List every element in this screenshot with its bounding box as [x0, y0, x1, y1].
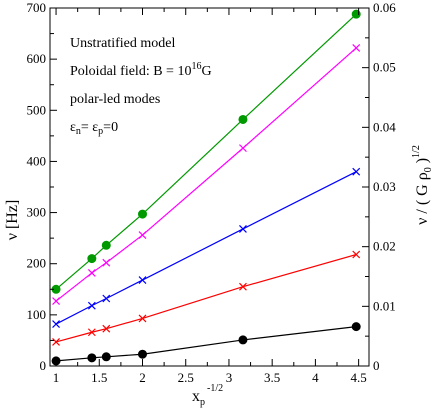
y-left-tick-label: 700 [27, 0, 47, 15]
annotation-block: Unstratified model Poloidal field: B = 1… [70, 36, 212, 137]
y-right-tick-label: 0 [373, 358, 380, 373]
series-3-point [239, 282, 247, 291]
x-tick-label: 4.5 [351, 370, 367, 385]
x-tick-label: 3 [226, 370, 233, 385]
y-left-tick-label: 600 [27, 51, 47, 66]
y-left-tick-label: 500 [27, 102, 47, 117]
series-0-point [87, 254, 97, 264]
series-2-point [239, 225, 247, 233]
y-axis-title-right-sup: 1/2 [411, 145, 422, 158]
series-1-point [239, 144, 247, 153]
series-1-point [87, 268, 96, 277]
annotation-model: Unstratified model [70, 36, 175, 51]
y-right-tick-label: 0.02 [373, 239, 396, 254]
series-1-point [352, 43, 361, 52]
series-0-line [55, 13, 357, 290]
y-right-tick-label: 0.06 [373, 0, 396, 15]
y-axis-title-right-close: ) [414, 158, 431, 167]
annotation-eps-end: =0 [103, 120, 118, 135]
y-left-tick-label: 400 [27, 153, 47, 168]
series-3-point [138, 314, 147, 323]
y-right-tick-label: 0.03 [373, 179, 396, 194]
x-axis-title: xp-1/2 [192, 383, 223, 408]
series-0-point [238, 114, 248, 124]
y-axis-title-left: ν [Hz] [4, 200, 21, 241]
annotation-eps-n-sub: n [76, 126, 81, 137]
x-axis-title-sup: -1/2 [207, 383, 223, 394]
series-3-line [55, 253, 357, 343]
annotation-eps-n: ε [70, 120, 76, 135]
series-4-point [238, 335, 248, 345]
series-2-point [102, 294, 111, 303]
series-1-point [52, 297, 60, 305]
y-right-tick-label: 0.05 [373, 60, 396, 75]
series-1-point [138, 231, 147, 239]
series-4-point [101, 352, 111, 362]
x-tick-label: 2.5 [178, 370, 194, 385]
annotation-field-exp: 16 [191, 61, 201, 72]
series-3-point [87, 328, 96, 337]
series-2-point [352, 167, 361, 176]
x-tick-label: 4 [312, 370, 319, 385]
series-1-point [102, 258, 111, 267]
y-axis-title-right-sub: 0 [423, 167, 434, 172]
x-tick-label: 1.5 [91, 370, 107, 385]
y-right-tick-label: 0.04 [373, 119, 396, 134]
series-2-line [55, 171, 357, 325]
annotation-modes: polar-led modes [70, 92, 160, 107]
y-left-tick-label: 100 [27, 307, 47, 322]
y-axis-title-right-main: ν / ( G ρ [414, 172, 431, 225]
series-3-point [102, 324, 111, 333]
y-left-tick-label: 200 [27, 256, 47, 271]
x-tick-label: 2 [139, 370, 146, 385]
series-4-line [55, 326, 357, 362]
series-4-point [351, 322, 361, 332]
series-3-point [52, 338, 60, 346]
annotation-field-main: Poloidal field: B = 10 [70, 64, 191, 79]
annotation-eps-p-sub: p [98, 126, 103, 137]
series-3-point [352, 250, 361, 259]
series-2-point [138, 276, 147, 285]
y-right-tick-label: 0.01 [373, 298, 396, 313]
annotation-eps-mid: = ε [81, 120, 98, 135]
x-axis-title-main: x [192, 388, 200, 405]
series-2-point [52, 320, 60, 328]
x-tick-label: 3.5 [264, 370, 280, 385]
series-1-line [55, 47, 357, 302]
x-tick-label: 1 [53, 370, 60, 385]
series-0-point [138, 209, 148, 219]
series-0-point [101, 240, 111, 250]
series-layer [51, 9, 361, 366]
annotation-eps: εn= εp=0 [70, 120, 118, 137]
y-left-tick-label: 0 [40, 358, 47, 373]
y-left-tick-label: 300 [27, 205, 47, 220]
annotation-field-unit: G [201, 64, 211, 79]
tick-layer: 1 1.5 2 2.5 3 3.5 4 4.5 0 100 200 300 400 500 600 700 0 0… [27, 0, 397, 385]
y-axis-title-right: ν / ( G ρ0 )1/2 [411, 145, 434, 225]
series-2-point [87, 301, 96, 310]
series-4-point [87, 353, 97, 363]
annotation-field: Poloidal field: B = 1016G [70, 61, 212, 79]
x-axis-title-sub: p [200, 397, 205, 408]
series-4-point [138, 349, 148, 359]
